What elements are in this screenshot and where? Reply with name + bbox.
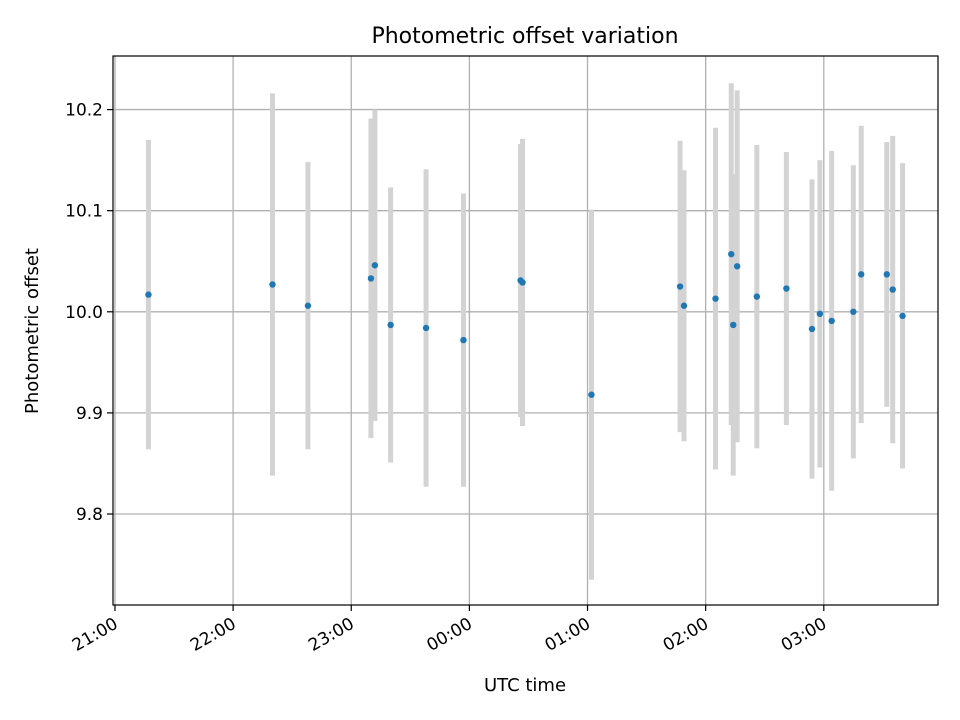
- x-axis-ticks: 21:00 22:00 23:00 00:00 01:00 02:00 03:00: [69, 605, 830, 656]
- plot-frame: [112, 55, 939, 606]
- data-point: [808, 325, 816, 333]
- x-tick-label: 22:00: [187, 614, 239, 656]
- data-point: [371, 262, 379, 269]
- x-tick-label: 21:00: [69, 614, 121, 656]
- data-point: [367, 275, 375, 282]
- x-axis-title: UTC time: [484, 675, 566, 696]
- data-point: [899, 312, 906, 320]
- data-point: [269, 281, 276, 288]
- x-tick-label: 02:00: [660, 614, 712, 656]
- y-tick-label: 9.8: [76, 505, 103, 525]
- data-point: [680, 302, 688, 309]
- data-points: [145, 250, 906, 398]
- x-tick-label: 01:00: [542, 614, 594, 656]
- y-tick-label: 10.0: [65, 303, 103, 323]
- grid: [113, 56, 938, 605]
- data-point: [889, 286, 896, 293]
- y-tick-label: 10.2: [65, 101, 103, 121]
- data-point: [783, 285, 790, 292]
- data-point: [460, 336, 467, 344]
- data-point: [850, 308, 857, 315]
- y-tick-label: 9.9: [76, 404, 103, 424]
- data-point: [387, 321, 394, 329]
- data-point: [519, 279, 526, 286]
- data-point: [422, 324, 430, 332]
- data-point: [730, 321, 737, 329]
- data-point: [816, 310, 824, 318]
- error-bars: [145, 83, 906, 580]
- x-tick-label: 03:00: [778, 614, 830, 656]
- data-point: [883, 271, 891, 278]
- data-point: [712, 295, 719, 302]
- x-tick-label: 00:00: [423, 614, 475, 656]
- data-point: [145, 291, 152, 298]
- x-tick-label: 23:00: [305, 614, 357, 656]
- data-point: [728, 250, 735, 258]
- y-axis-title: Photometric offset: [22, 248, 43, 414]
- data-point: [676, 283, 684, 290]
- data-point: [753, 293, 761, 300]
- data-point: [304, 302, 312, 309]
- data-point: [733, 263, 741, 270]
- data-point: [588, 391, 595, 398]
- chart-title: Photometric offset variation: [371, 24, 678, 49]
- y-axis-ticks: 9.8 9.9 10.0 10.1 10.2: [65, 101, 113, 525]
- data-point: [828, 317, 835, 325]
- y-tick-label: 10.1: [65, 202, 103, 222]
- data-point: [858, 271, 865, 278]
